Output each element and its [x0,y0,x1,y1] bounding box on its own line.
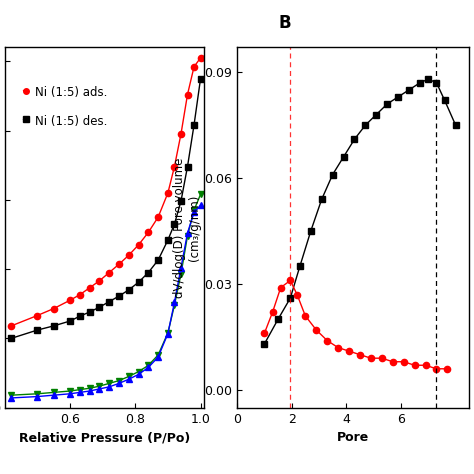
X-axis label: Pore: Pore [337,431,369,444]
Y-axis label: dV/dlog(D) Pore volume
(cm₃/g/nm): dV/dlog(D) Pore volume (cm₃/g/nm) [173,157,201,298]
X-axis label: Relative Pressure (P/Po): Relative Pressure (P/Po) [18,431,190,444]
Text: Ni (1:5) ads.: Ni (1:5) ads. [35,86,107,99]
Text: Ni (1:5) des.: Ni (1:5) des. [35,115,107,128]
Text: B: B [278,14,291,32]
